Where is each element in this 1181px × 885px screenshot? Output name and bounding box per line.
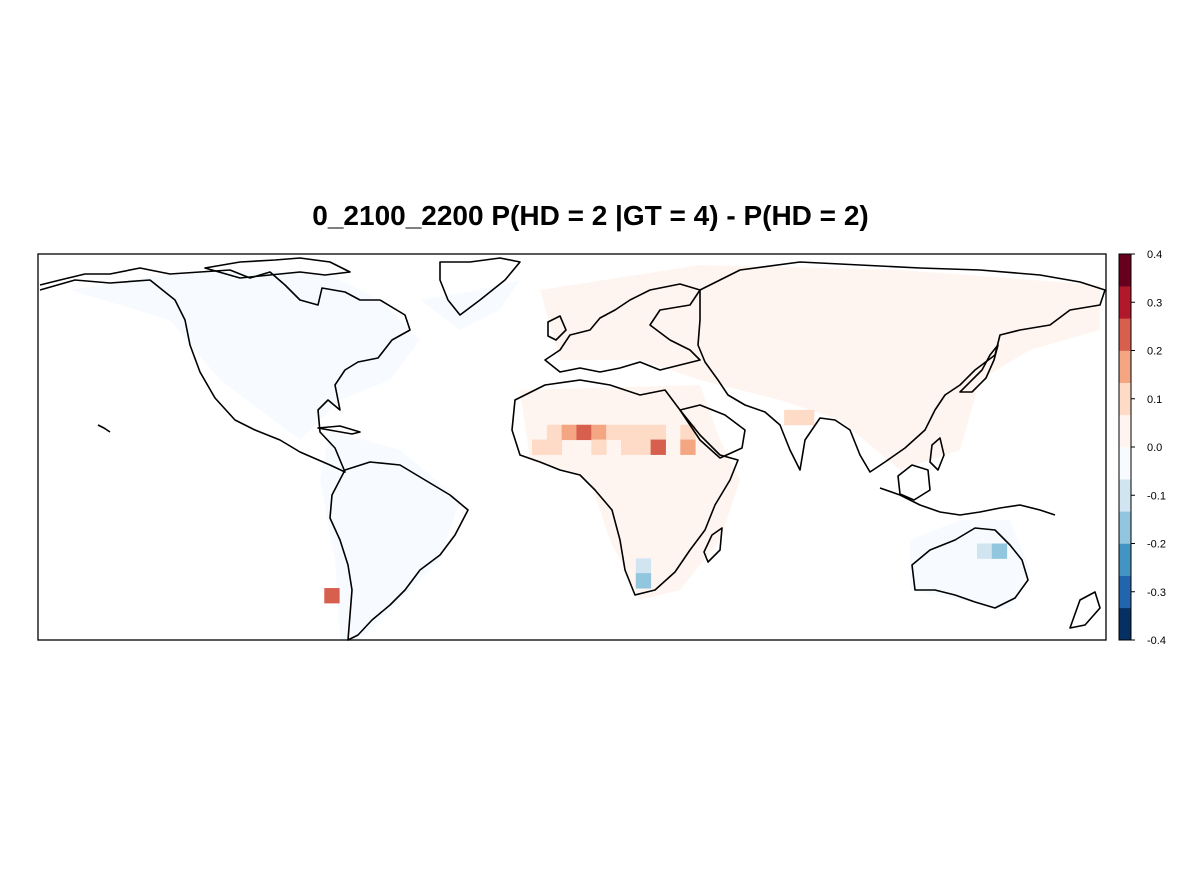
heat-cell: [680, 439, 696, 455]
colorbar-tick-label: 0.2: [1147, 346, 1162, 358]
colorbar-tick-label: -0.4: [1147, 635, 1166, 647]
philippines-coast: [929, 437, 945, 471]
heat-cell: [784, 409, 800, 426]
colorbar: [1118, 253, 1132, 641]
heat-cell: [546, 424, 563, 441]
indonesia-coast: [879, 487, 1056, 516]
heat-cell: [635, 424, 652, 441]
colorbar-tick-label: 0.1: [1147, 394, 1162, 406]
colorbar-tick-label: -0.1: [1147, 490, 1166, 502]
cuba-coast: [317, 425, 361, 435]
heat-cell: [650, 439, 666, 455]
colorbar-swatch: [1119, 254, 1131, 287]
map-frame: [37, 253, 1107, 641]
heat-cell: [650, 424, 666, 441]
europe-coast: [544, 283, 701, 373]
heat-cell: [620, 424, 637, 441]
madagascar-coast: [703, 527, 723, 563]
uk-coast: [547, 315, 567, 341]
colorbar-tick-label: -0.3: [1147, 587, 1166, 599]
new-zealand-coast: [1069, 591, 1101, 629]
colorbar-swatch: [1119, 318, 1131, 351]
heat-cell: [606, 424, 622, 441]
colorbar-swatch: [1119, 543, 1131, 576]
australia-coast: [911, 527, 1029, 609]
colorbar-tick-label: 0.4: [1147, 249, 1162, 261]
japan-coast: [959, 344, 999, 393]
heat-cell: [576, 424, 592, 441]
colorbar-labels: 0.4 0.3 0.2 0.1 0.0 -0.1 -0.2 -0.3 -0.4: [1131, 249, 1166, 647]
greenland-coast: [439, 257, 521, 316]
borneo-coast: [897, 464, 931, 501]
colorbar-swatch: [1119, 447, 1131, 480]
heat-cell: [635, 573, 652, 589]
heat-cell: [531, 439, 548, 455]
heat-cell: [635, 439, 652, 455]
heat-cell: [324, 588, 340, 604]
land-faint-fill: [70, 265, 1100, 640]
south-america-coast: [329, 461, 469, 641]
coastlines: [39, 257, 1106, 641]
colorbar-swatch: [1119, 286, 1131, 319]
arabia-coast: [679, 404, 746, 459]
heat-cell: [798, 409, 815, 426]
colorbar-swatch: [1119, 607, 1131, 641]
colorbar-swatch: [1119, 479, 1131, 512]
colorbar-swatch: [1119, 350, 1131, 383]
asia-coast: [697, 261, 1106, 473]
colorbar-tick-label: -0.2: [1147, 539, 1166, 551]
arctic-islands: [204, 257, 351, 279]
heatmap-cells: [324, 409, 1008, 604]
heat-cell: [546, 439, 563, 455]
colorbar-tick-label: 0.0: [1147, 442, 1162, 454]
heat-cell: [591, 424, 607, 441]
colorbar-swatch: [1119, 414, 1131, 448]
colorbar-swatch: [1119, 575, 1131, 609]
africa-coast: [511, 379, 739, 596]
map-title: 0_2100_2200 P(HD = 2 |GT = 4) - P(HD = 2…: [312, 200, 869, 231]
heat-cell: [976, 543, 993, 559]
colorbar-tick-label: 0.3: [1147, 297, 1162, 309]
colorbar-swatch: [1119, 511, 1131, 544]
north-america-coast: [39, 267, 411, 473]
heat-cell: [991, 543, 1008, 559]
colorbar-swatch: [1119, 382, 1131, 416]
heat-cell: [635, 558, 652, 574]
hawaii-coast: [97, 424, 111, 433]
heat-cell: [620, 439, 637, 455]
heat-cell: [591, 439, 607, 455]
heat-cell: [561, 424, 577, 441]
